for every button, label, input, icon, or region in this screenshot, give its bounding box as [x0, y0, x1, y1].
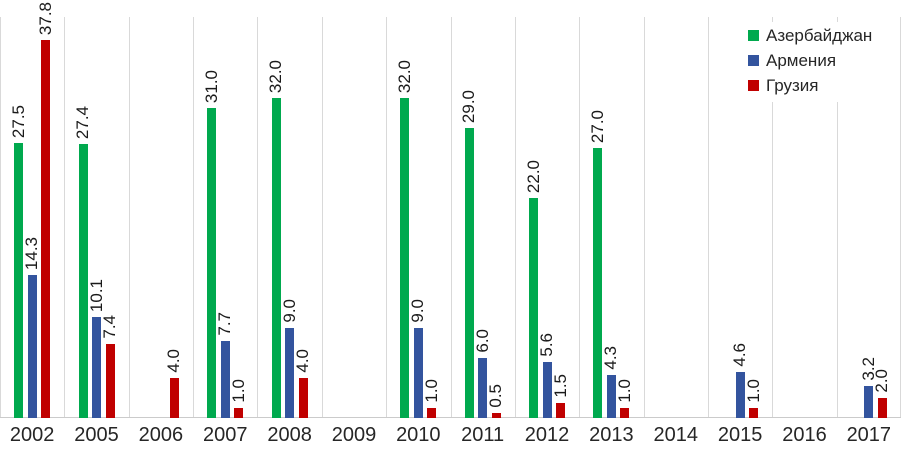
legend-swatch-georgia: [748, 80, 759, 91]
bar-armenia-2002: [27, 275, 37, 418]
bar-armenia-2015: [735, 372, 745, 418]
bar-value-label-armenia-2005: 10.1: [86, 278, 106, 312]
bar-azerbaijan-2007: [207, 108, 217, 418]
grid-line: [257, 17, 258, 418]
legend: Азербайджан Армения Грузия: [744, 22, 885, 102]
bar-value-label-azerbaijan-2011: 29.0: [459, 89, 479, 123]
bar-value-label-azerbaijan-2002: 27.5: [8, 104, 28, 138]
bar-armenia-2008: [285, 328, 295, 418]
bar-value-label-georgia-2013: 1.0: [614, 379, 634, 403]
bar-value-label-azerbaijan-2012: 22.0: [523, 159, 543, 193]
x-axis-label-2011: 2011: [461, 424, 505, 446]
bar-georgia-2006: [169, 378, 179, 418]
bar-armenia-2005: [92, 317, 102, 418]
grid-line: [708, 17, 709, 418]
bar-armenia-2010: [413, 328, 423, 418]
grid-line: [0, 17, 1, 418]
legend-item-azerbaijan: Азербайджан: [748, 25, 873, 45]
bar-value-label-armenia-2008: 9.0: [279, 299, 299, 323]
legend-label-georgia: Грузия: [766, 75, 819, 95]
x-axis-label-2012: 2012: [524, 424, 570, 446]
bar-value-label-georgia-2017: 2.0: [872, 369, 892, 393]
legend-label-armenia: Армения: [766, 50, 837, 70]
bar-value-label-armenia-2012: 5.6: [537, 333, 557, 357]
grid-line: [644, 17, 645, 418]
grid-line: [579, 17, 580, 418]
x-axis-label-2008: 2008: [267, 424, 312, 446]
x-axis-label-2017: 2017: [846, 424, 892, 446]
bar-armenia-2013: [606, 375, 616, 418]
x-axis-label-2009: 2009: [331, 424, 377, 446]
bar-azerbaijan-2005: [78, 144, 88, 418]
bar-value-label-armenia-2010: 9.0: [408, 299, 428, 323]
x-axis-label-2002: 2002: [9, 424, 55, 446]
bar-value-label-georgia-2006: 4.0: [164, 349, 184, 373]
grid-line: [64, 17, 65, 418]
x-axis-label-2007: 2007: [203, 424, 248, 446]
grid-line: [772, 17, 773, 418]
bar-azerbaijan-2002: [14, 143, 24, 418]
bar-georgia-2011: [491, 413, 501, 418]
bar-value-label-georgia-2010: 1.0: [421, 379, 441, 403]
bar-georgia-2017: [877, 398, 887, 418]
bar-value-label-armenia-2011: 6.0: [472, 329, 492, 353]
bar-georgia-2010: [427, 408, 437, 418]
bar-georgia-2007: [234, 408, 244, 418]
bar-value-label-armenia-2015: 4.6: [730, 343, 750, 367]
x-axis-label-2013: 2013: [589, 424, 634, 446]
grid-line: [451, 17, 452, 418]
bar-armenia-2007: [220, 341, 230, 418]
bar-azerbaijan-2011: [464, 128, 474, 418]
bar-georgia-2015: [749, 408, 759, 418]
bar-georgia-2013: [620, 408, 630, 418]
bar-armenia-2012: [542, 362, 552, 418]
bar-value-label-armenia-2007: 7.7: [215, 312, 235, 336]
legend-label-azerbaijan: Азербайджан: [766, 25, 873, 45]
bar-azerbaijan-2008: [271, 98, 281, 418]
grid-line: [515, 17, 516, 418]
bar-value-label-georgia-2011: 0.5: [486, 384, 506, 408]
bar-value-label-georgia-2002: 37.8: [35, 1, 55, 35]
x-axis-label-2015: 2015: [717, 424, 763, 446]
grid-line: [837, 17, 838, 418]
bar-value-label-georgia-2007: 1.0: [228, 379, 248, 403]
bar-value-label-georgia-2012: 1.5: [550, 374, 570, 398]
bar-value-label-azerbaijan-2007: 31.0: [201, 69, 221, 103]
legend-item-georgia: Грузия: [748, 75, 872, 95]
legend-swatch-armenia: [748, 55, 759, 66]
bar-value-label-georgia-2008: 4.0: [293, 349, 313, 373]
bar-azerbaijan-2010: [400, 98, 410, 418]
x-axis-label-2016: 2016: [782, 424, 827, 446]
grid-line: [129, 17, 130, 418]
bar-value-label-azerbaijan-2008: 32.0: [266, 59, 286, 93]
bar-value-label-azerbaijan-2013: 27.0: [587, 109, 607, 143]
x-axis-label-2014: 2014: [653, 424, 699, 446]
bar-armenia-2011: [478, 358, 488, 418]
grid-line: [386, 17, 387, 418]
grid-line: [322, 17, 323, 418]
bar-georgia-2005: [105, 344, 115, 418]
bar-georgia-2002: [41, 40, 51, 418]
legend-swatch-azerbaijan: [748, 30, 759, 41]
bar-value-label-azerbaijan-2010: 32.0: [394, 59, 414, 93]
x-axis-label-2010: 2010: [396, 424, 441, 446]
legend-item-armenia: Армения: [748, 50, 872, 70]
grid-line: [193, 17, 194, 418]
bar-azerbaijan-2013: [593, 148, 603, 418]
bar-value-label-georgia-2005: 7.4: [100, 315, 120, 339]
bar-georgia-2008: [298, 378, 308, 418]
x-axis-label-2006: 2006: [138, 424, 184, 446]
x-axis-line: [0, 417, 901, 418]
bar-value-label-georgia-2015: 1.0: [743, 379, 763, 403]
x-axis-label-2005: 2005: [74, 424, 119, 446]
bar-georgia-2012: [556, 403, 566, 418]
bar-value-label-armenia-2013: 4.3: [601, 346, 621, 370]
bar-armenia-2017: [864, 386, 874, 418]
bar-value-label-azerbaijan-2005: 27.4: [73, 105, 93, 139]
bar-azerbaijan-2012: [529, 198, 539, 418]
bar-value-label-armenia-2002: 14.3: [22, 236, 42, 270]
